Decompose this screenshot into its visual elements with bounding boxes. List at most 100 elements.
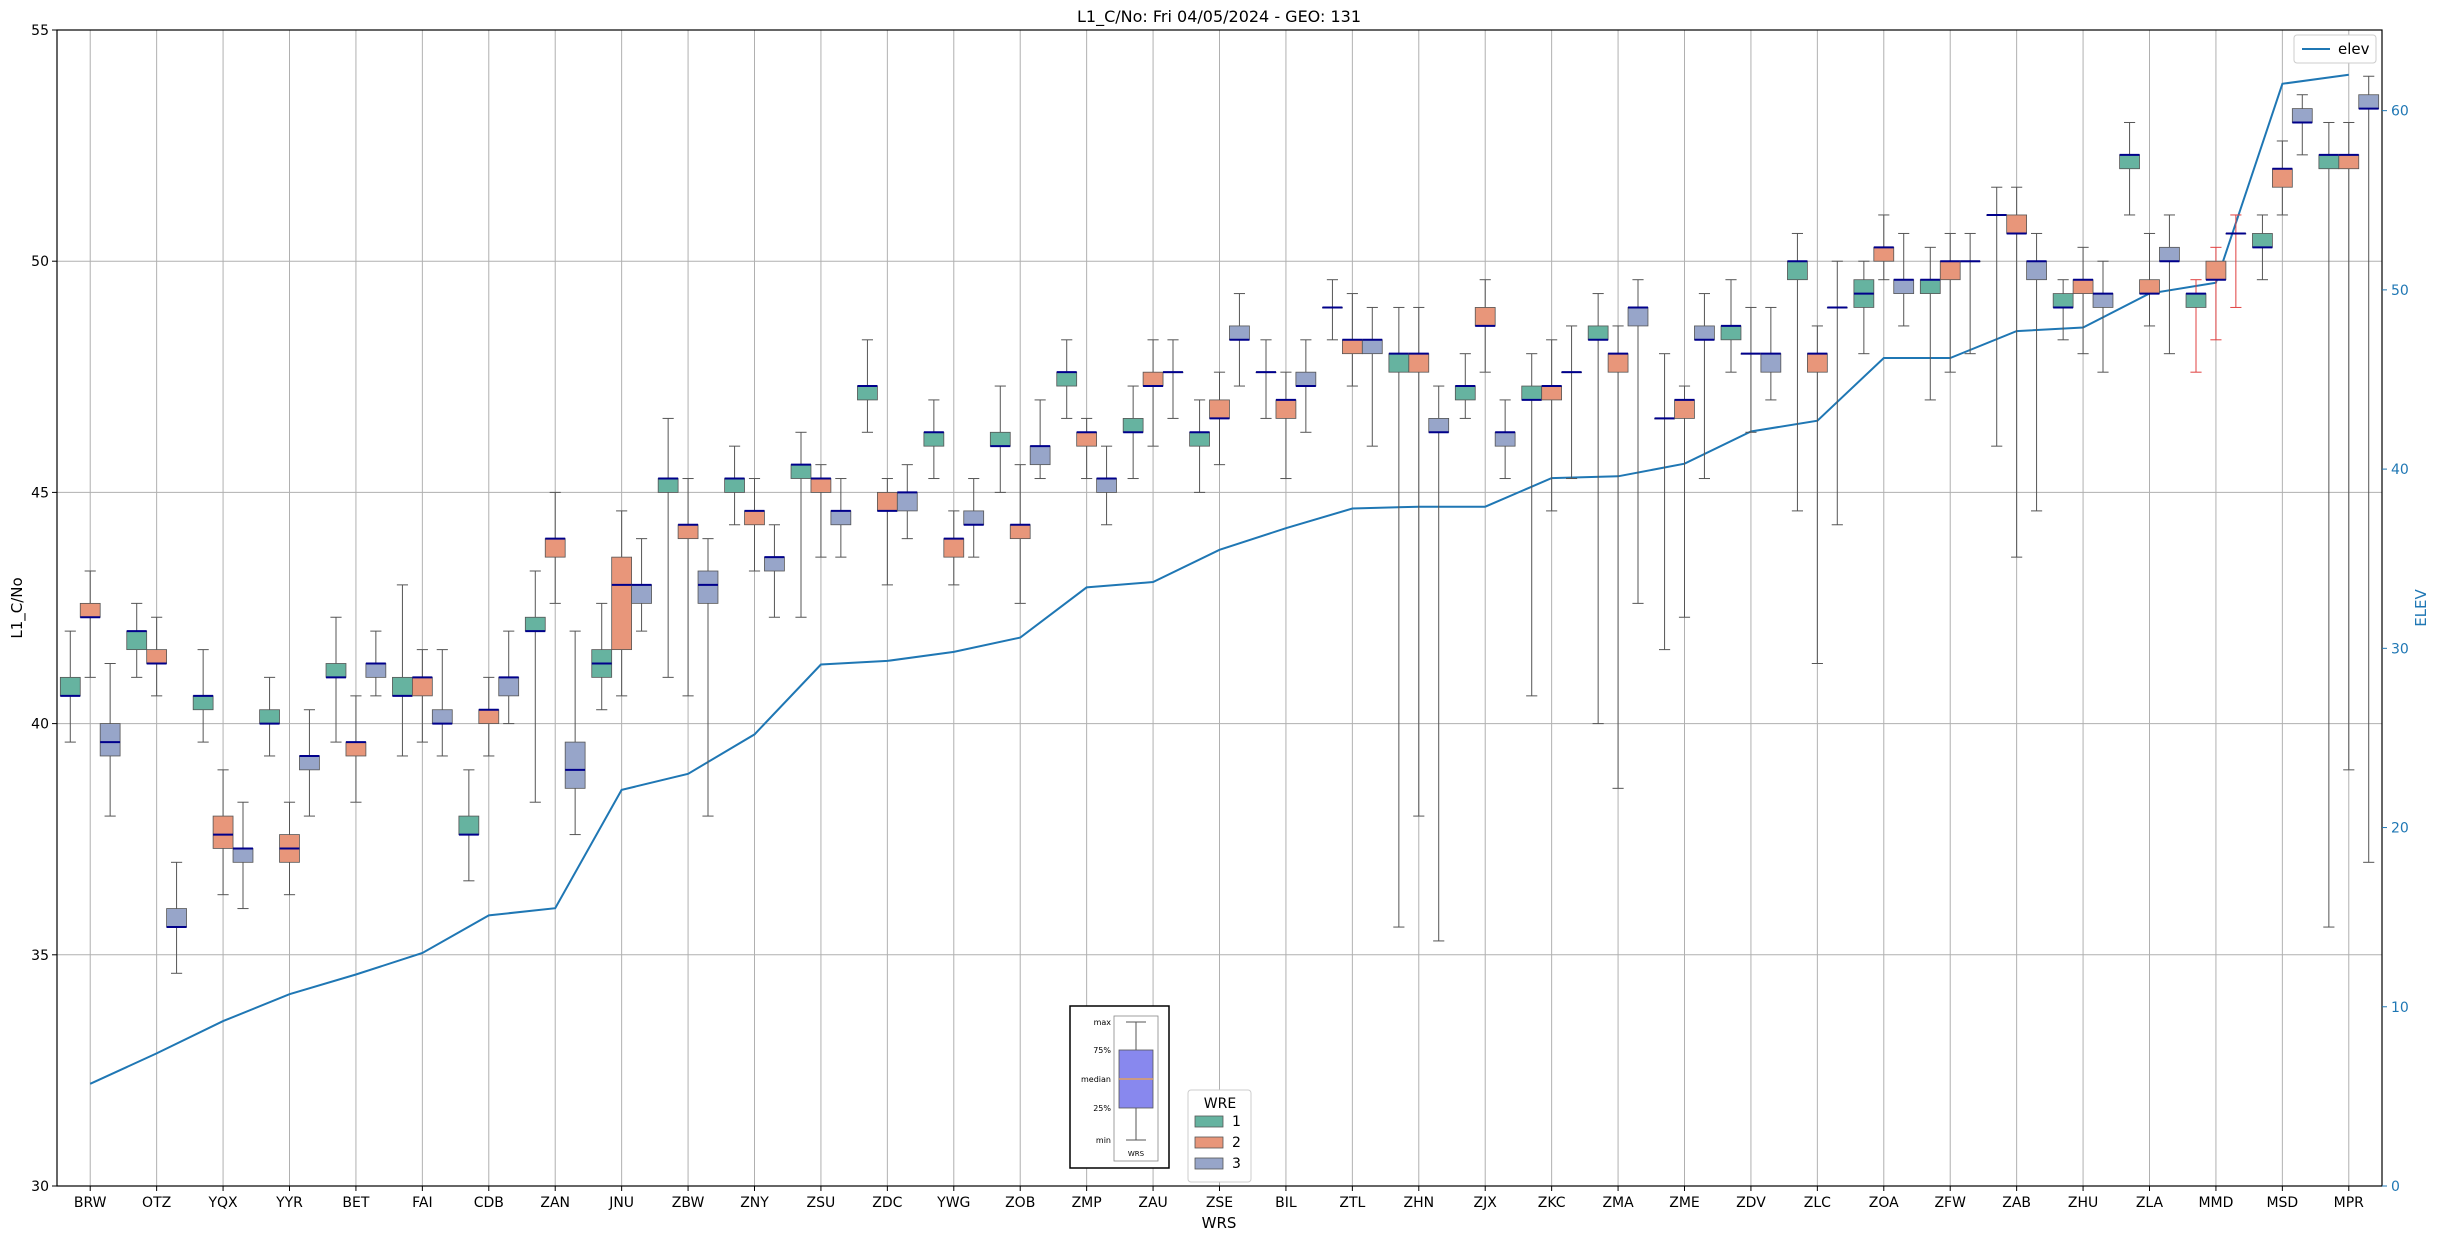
box-cdb-wre2 bbox=[478, 676, 500, 757]
box-zkc-wre2-iqr bbox=[1541, 385, 1563, 401]
box-zfw-wre3 bbox=[1959, 232, 1981, 355]
box-zma-wre3 bbox=[1627, 279, 1649, 604]
box-zfw-wre2-iqr bbox=[1939, 260, 1961, 281]
x-tick-label-mmd: MMD bbox=[2198, 1195, 2233, 1211]
box-zau-wre1 bbox=[1122, 385, 1144, 480]
box-mmd-wre1-iqr bbox=[2185, 293, 2207, 308]
box-zdc-wre1-iqr bbox=[857, 385, 878, 401]
box-zhn-wre1-iqr bbox=[1388, 353, 1410, 373]
box-msd-wre3-iqr bbox=[2291, 108, 2313, 123]
box-zmp-wre1-iqr bbox=[1056, 371, 1078, 387]
box-brw-wre1-iqr bbox=[59, 676, 81, 697]
box-mpr-wre3-iqr bbox=[2358, 94, 2380, 110]
wre-legend-swatch-2 bbox=[1194, 1136, 1224, 1149]
y2-tick-label-10: 10 bbox=[2391, 1000, 2409, 1016]
x-tick-label-ywg: YWG bbox=[936, 1195, 970, 1211]
box-zjx-wre2 bbox=[1474, 279, 1496, 373]
box-zmp-wre3 bbox=[1096, 445, 1117, 526]
x-tick-label-zla: ZLA bbox=[2136, 1195, 2164, 1211]
box-zme-wre2-iqr bbox=[1674, 399, 1695, 419]
box-zlc-wre2 bbox=[1806, 325, 1828, 664]
box-zdv-wre3-iqr bbox=[1760, 353, 1782, 373]
box-zse-wre1 bbox=[1189, 399, 1210, 493]
box-zjx-wre1-iqr bbox=[1454, 385, 1476, 401]
box-fai-wre1-iqr bbox=[392, 676, 413, 697]
box-zdc-wre3-iqr bbox=[896, 491, 918, 512]
box-msd-wre3 bbox=[2291, 94, 2313, 156]
box-ywg-wre1 bbox=[923, 399, 945, 480]
box-yqx-wre3-iqr bbox=[232, 848, 254, 863]
x-tick-label-zoa: ZOA bbox=[1869, 1195, 1899, 1211]
box-zbw-wre2 bbox=[677, 478, 699, 697]
x-axis-label: WRS bbox=[1202, 1214, 1237, 1232]
box-zjx-wre3-iqr bbox=[1494, 431, 1516, 447]
box-jnu-wre2-iqr bbox=[611, 556, 633, 651]
x-tick-label-jnu: JNU bbox=[608, 1195, 634, 1211]
box-zlc-wre3 bbox=[1826, 260, 1848, 526]
x-tick-label-zlc: ZLC bbox=[1804, 1195, 1831, 1211]
box-zny-wre2 bbox=[744, 478, 765, 572]
box-brw-wre2 bbox=[79, 570, 101, 678]
x-tick-label-zsu: ZSU bbox=[807, 1195, 836, 1211]
box-ywg-wre3-iqr bbox=[963, 510, 985, 526]
box-zkc-wre1 bbox=[1521, 353, 1543, 697]
box-zbw-wre3-iqr bbox=[697, 570, 719, 604]
box-zny-wre3 bbox=[764, 524, 785, 618]
x-tick-label-brw: BRW bbox=[74, 1195, 107, 1211]
box-mmd-wre1 bbox=[2185, 279, 2207, 373]
box-zma-wre1 bbox=[1587, 293, 1609, 725]
box-zny-wre1 bbox=[724, 445, 745, 526]
box-yqx-wre1 bbox=[192, 649, 214, 743]
box-mpr-wre3 bbox=[2358, 75, 2380, 863]
box-cdb-wre2-iqr bbox=[478, 709, 500, 725]
box-fai-wre3 bbox=[431, 649, 453, 757]
wre-legend-title: WRE bbox=[1204, 1096, 1236, 1112]
box-zmp-wre2 bbox=[1076, 417, 1098, 480]
box-zsu-wre3 bbox=[830, 478, 852, 558]
box-zbw-wre2-iqr bbox=[677, 524, 699, 540]
box-zla-wre1-iqr bbox=[2119, 154, 2140, 170]
box-mmd-wre2 bbox=[2205, 246, 2227, 341]
box-zhn-wre3 bbox=[1428, 385, 1450, 942]
box-zkc-wre3 bbox=[1561, 325, 1582, 480]
box-zsu-wre1 bbox=[790, 431, 812, 618]
y-tick-label-45: 45 bbox=[31, 485, 49, 501]
box-zhu-wre2-iqr bbox=[2072, 279, 2094, 294]
box-zbw-wre1-iqr bbox=[657, 478, 679, 493]
x-axis: BRW OTZ YQX YYR BET FAI CDB ZAN JNU ZBW ZNY ZSU ZDC Y… bbox=[74, 1186, 2364, 1211]
box-yqx-wre1-iqr bbox=[192, 695, 214, 711]
box-zse-wre2-iqr bbox=[1209, 399, 1230, 419]
box-yyr-wre2 bbox=[279, 801, 300, 896]
box-zhu-wre3 bbox=[2092, 260, 2114, 373]
box-cdb-wre1-iqr bbox=[458, 815, 480, 835]
box-zoa-wre1 bbox=[1853, 260, 1875, 355]
box-otz-wre2-iqr bbox=[146, 649, 168, 664]
box-ywg-wre2-iqr bbox=[943, 538, 965, 558]
box-zab-wre1 bbox=[1986, 186, 2008, 447]
box-zmp-wre2-iqr bbox=[1076, 431, 1098, 447]
wre-legend-label-2: 2 bbox=[1232, 1135, 1241, 1151]
x-tick-label-zjx: ZJX bbox=[1474, 1195, 1498, 1211]
box-zma-wre1-iqr bbox=[1587, 325, 1609, 341]
box-zlc-wre2-iqr bbox=[1806, 353, 1828, 373]
box-mmd-wre2-iqr bbox=[2205, 260, 2227, 281]
box-fai-wre3-iqr bbox=[431, 709, 453, 725]
x-tick-label-zob: ZOB bbox=[1005, 1195, 1035, 1211]
box-zan-wre2 bbox=[544, 491, 566, 604]
box-zob-wre3-iqr bbox=[1029, 445, 1051, 466]
x-tick-label-yqx: YQX bbox=[207, 1195, 238, 1211]
box-zoa-wre2-iqr bbox=[1873, 246, 1895, 262]
box-zan-wre3 bbox=[564, 630, 586, 836]
y-tick-label-40: 40 bbox=[31, 717, 49, 733]
box-zse-wre3-iqr bbox=[1229, 325, 1250, 341]
y2-axis: 0 10 20 30 40 50 60 bbox=[2382, 104, 2409, 1195]
box-zma-wre3-iqr bbox=[1627, 307, 1649, 327]
y-tick-label-55: 55 bbox=[31, 23, 49, 39]
box-cdb-wre3-iqr bbox=[498, 676, 520, 697]
box-zfw-wre2 bbox=[1939, 232, 1961, 373]
box-key-inset: max 75% median 25% min WRS bbox=[1069, 1005, 1170, 1169]
box-key-label-q1: 25% bbox=[1093, 1104, 1111, 1113]
x-tick-label-zmp: ZMP bbox=[1072, 1195, 1102, 1211]
box-zlc-wre1-iqr bbox=[1787, 260, 1808, 281]
